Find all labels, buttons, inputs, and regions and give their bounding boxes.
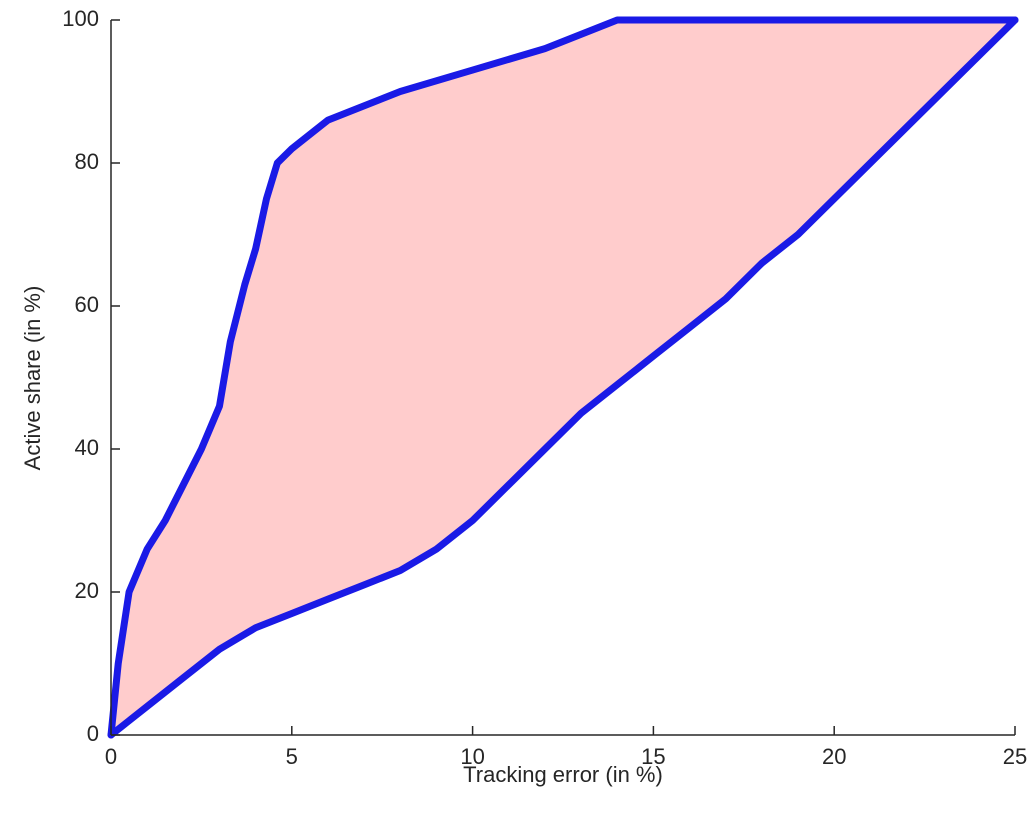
- y-axis-label: Active share (in %): [20, 286, 45, 471]
- y-tick-label: 20: [75, 578, 99, 603]
- x-axis-label: Tracking error (in %): [463, 762, 663, 787]
- x-tick-label: 25: [1003, 744, 1027, 769]
- y-tick-label: 40: [75, 435, 99, 460]
- x-tick-label: 10: [460, 744, 484, 769]
- boundary-line: [107, 16, 1019, 739]
- x-tick-label: 20: [822, 744, 846, 769]
- region-fill: [111, 20, 1015, 735]
- boundary-line: [107, 16, 1019, 739]
- y-tick-label: 80: [75, 149, 99, 174]
- x-tick-label: 15: [641, 744, 665, 769]
- x-tick-label: 5: [286, 744, 298, 769]
- y-tick-label: 0: [87, 721, 99, 746]
- x-tick-label: 0: [105, 744, 117, 769]
- y-tick-label: 60: [75, 292, 99, 317]
- y-tick-label: 100: [62, 6, 99, 31]
